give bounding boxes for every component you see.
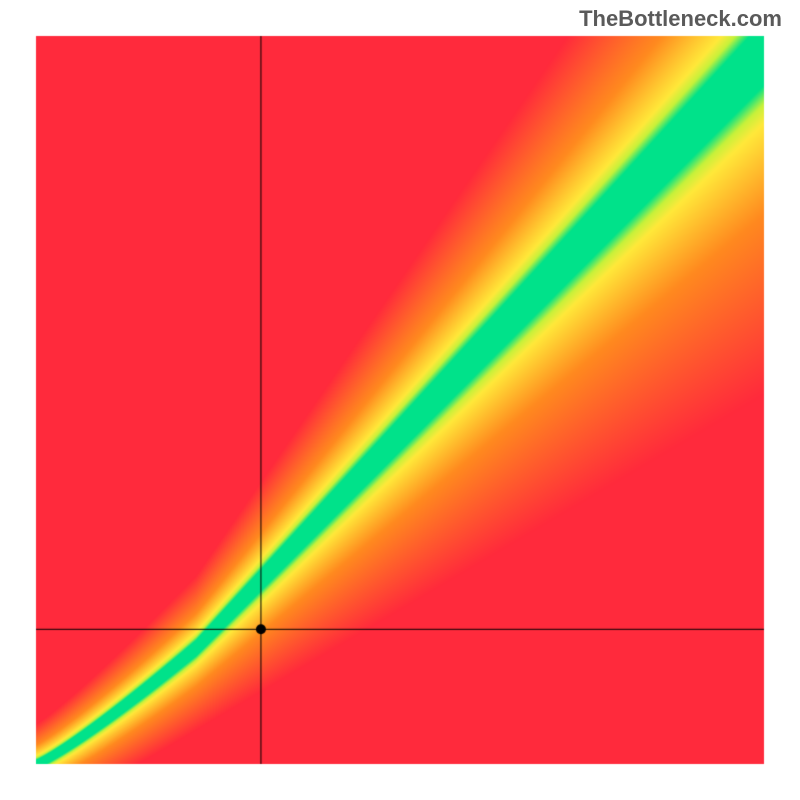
bottleneck-heatmap: [0, 0, 800, 800]
chart-container: TheBottleneck.com: [0, 0, 800, 800]
watermark-label: TheBottleneck.com: [579, 6, 782, 32]
